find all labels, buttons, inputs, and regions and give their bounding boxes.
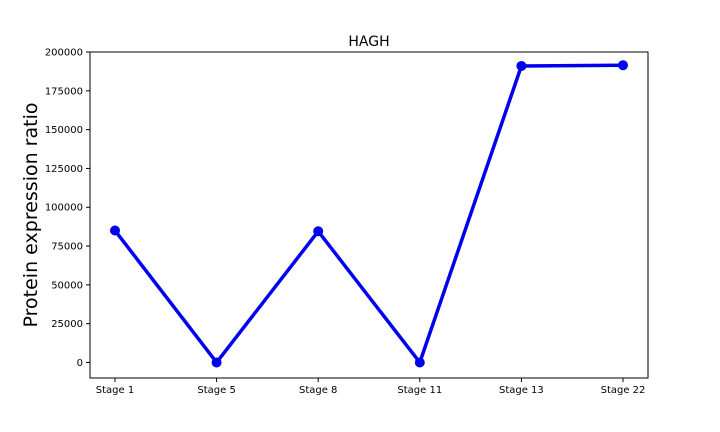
x-tick-label: Stage 1 xyxy=(96,385,134,396)
data-point xyxy=(110,225,120,236)
y-tick-label: 175000 xyxy=(45,86,83,97)
chart-title: HAGH xyxy=(348,34,389,50)
data-point xyxy=(211,357,222,368)
points-layer xyxy=(110,60,628,368)
y-tick-label: 200000 xyxy=(45,48,83,59)
x-tick-label: Stage 8 xyxy=(299,385,337,396)
data-point xyxy=(618,60,628,71)
x-tick-label: Stage 13 xyxy=(499,385,544,396)
y-tick-label: 25000 xyxy=(51,319,83,330)
x-tick-label: Stage 11 xyxy=(397,385,442,396)
y-axis-label: Protein expression ratio xyxy=(20,103,42,328)
data-point xyxy=(516,60,527,71)
x-tick-label: Stage 5 xyxy=(197,385,235,396)
y-tick-label: 0 xyxy=(77,358,83,369)
x-tick-label: Stage 22 xyxy=(601,385,646,396)
series-layer xyxy=(113,63,624,365)
data-point xyxy=(313,226,324,237)
y-tick-label: 75000 xyxy=(51,242,83,253)
series-line xyxy=(113,63,624,365)
data-point xyxy=(414,357,425,368)
y-tick-label: 125000 xyxy=(45,164,83,175)
y-tick-label: 100000 xyxy=(45,203,83,214)
y-tick-label: 50000 xyxy=(51,280,83,291)
y-tick-label: 150000 xyxy=(45,125,83,136)
plot-frame xyxy=(89,51,649,379)
axes-layer: 0 25000 50000 75000 100000 125000 150000 175000… xyxy=(45,48,649,396)
